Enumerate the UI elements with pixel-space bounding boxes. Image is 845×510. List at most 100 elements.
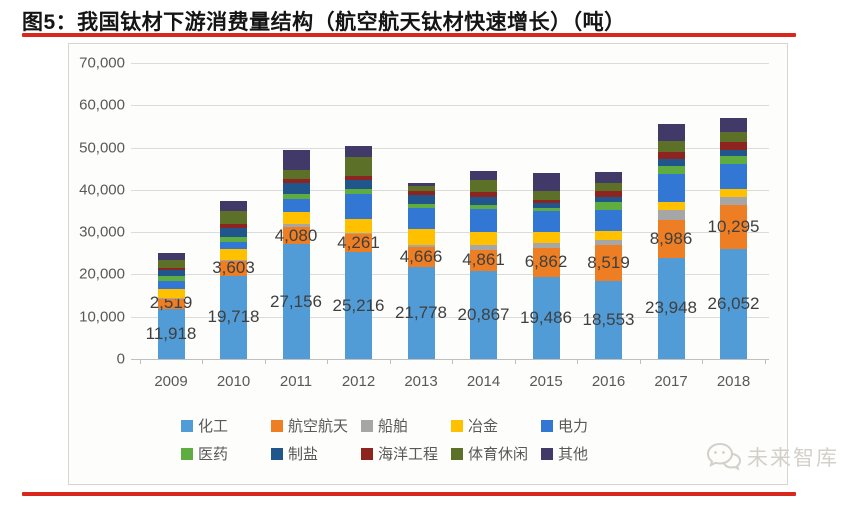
bar-segment-海洋工程: [157, 267, 185, 271]
bar-segment-船舶: [470, 245, 497, 251]
y-gridline: [131, 189, 769, 191]
bar-segment-体育休闲: [470, 179, 497, 193]
data-label-航空航天: 8,986: [649, 228, 693, 248]
chart-legend: 化工 航空航天 船舶 冶金 电力 医药 制盐 海洋工程 体育休闲 其他: [181, 415, 631, 464]
bar-segment-制盐: [220, 228, 247, 237]
legend-item-航空航天: 航空航天: [271, 415, 361, 436]
bar-segment-医药: [657, 166, 685, 175]
legend-item-制盐: 制盐: [271, 443, 361, 464]
bar-segment-航空航天: [157, 297, 185, 309]
x-axis-tick: [764, 360, 766, 364]
legend-swatch-icon: [361, 447, 373, 460]
bar-segment-其他: [345, 145, 372, 158]
y-gridline: [131, 316, 769, 318]
bar-segment-冶金: [220, 248, 247, 260]
bar-segment-船舶: [157, 297, 185, 299]
legend-swatch-icon: [271, 447, 283, 460]
legend-swatch-icon: [271, 419, 283, 432]
bar-segment-电力: [532, 211, 560, 233]
bar-segment-航空航天: [282, 226, 310, 245]
y-axis-tick-label: 30,000: [79, 223, 125, 241]
bar-segment-电力: [282, 199, 310, 213]
bar-segment-医药: [220, 236, 247, 242]
data-label-化工: 20,867: [457, 304, 510, 324]
bar-segment-电力: [345, 193, 372, 220]
bottom-rule: [22, 492, 796, 496]
x-axis-tick: [389, 360, 391, 364]
bar-segment-航空航天: [407, 247, 435, 267]
bar-segment-航空航天: [345, 234, 372, 253]
bar-segment-航空航天: [470, 250, 497, 271]
bar-segment-医药: [282, 193, 310, 200]
bar-segment-电力: [595, 210, 622, 231]
data-label-航空航天: 4,666: [399, 247, 443, 267]
data-label-航空航天: 10,295: [707, 217, 760, 237]
x-axis-category-label: 2010: [216, 373, 251, 390]
y-gridline: [131, 274, 769, 276]
bar-segment-冶金: [407, 228, 435, 246]
bar-segment-化工: [282, 244, 310, 359]
bar-segment-体育休闲: [595, 182, 622, 191]
x-axis-tick: [577, 360, 579, 364]
y-gridline: [131, 147, 769, 149]
legend-label: 制盐: [288, 446, 319, 463]
data-label-化工: 11,918: [145, 323, 197, 343]
bar-segment-化工: [470, 270, 497, 359]
bar-segment-船舶: [595, 240, 622, 245]
bar-segment-船舶: [720, 196, 747, 206]
bar-segment-海洋工程: [282, 178, 310, 183]
bar-segment-冶金: [282, 212, 310, 224]
bar-segment-船舶: [345, 232, 372, 235]
y-axis-tick-label: 50,000: [79, 139, 125, 157]
bar-segment-化工: [595, 280, 622, 359]
bar-segment-化工: [720, 248, 747, 359]
bar-segment-化工: [345, 252, 372, 359]
bar-segment-冶金: [470, 231, 497, 246]
legend-label: 航空航天: [288, 418, 349, 435]
x-axis-tick: [639, 360, 641, 364]
x-axis-tick: [202, 360, 204, 364]
y-axis-tick-label: 0: [116, 350, 125, 368]
x-axis-line: [131, 359, 769, 360]
bar-segment-其他: [157, 253, 185, 261]
bar-segment-冶金: [345, 219, 372, 233]
speech-bubbles-icon: [706, 442, 742, 471]
data-label-航空航天: 4,261: [337, 233, 380, 253]
figure-title: 图5：我国钛材下游消费量结构（航空航天钛材快速增长）（吨）: [22, 11, 626, 34]
legend-label: 其他: [558, 446, 589, 463]
legend-swatch-icon: [541, 419, 553, 432]
bar-segment-其他: [532, 173, 560, 192]
bar-segment-其他: [282, 149, 310, 171]
legend-item-体育休闲: 体育休闲: [451, 443, 541, 464]
bar-segment-其他: [595, 171, 622, 183]
watermark-text: 未来智库: [747, 447, 839, 470]
y-axis-tick-label: 60,000: [79, 96, 125, 114]
bar-segment-电力: [157, 281, 185, 290]
bar-segment-海洋工程: [220, 223, 247, 229]
legend-label: 船舶: [378, 418, 409, 435]
legend-item-化工: 化工: [181, 415, 271, 436]
bar-segment-体育休闲: [157, 260, 185, 268]
bar-segment-船舶: [532, 243, 560, 248]
bar-segment-电力: [407, 207, 435, 229]
bar-segment-制盐: [532, 203, 560, 208]
bar-segment-医药: [407, 204, 435, 208]
bar-segment-航空航天: [532, 247, 560, 277]
data-label-航空航天: 2,519: [149, 293, 193, 313]
bar-segment-航空航天: [220, 260, 247, 276]
x-axis-tick: [702, 360, 704, 364]
bar-segment-体育休闲: [407, 186, 435, 191]
bar-segment-冶金: [720, 188, 747, 197]
bar-segment-医药: [157, 276, 185, 282]
bar-segment-化工: [657, 257, 685, 359]
legend-item-冶金: 冶金: [451, 415, 541, 436]
bar-segment-海洋工程: [345, 175, 372, 180]
bar-segment-海洋工程: [532, 199, 560, 204]
y-axis-tick-label: 10,000: [79, 308, 125, 326]
x-axis-category-label: 2018: [716, 373, 751, 390]
legend-swatch-icon: [451, 419, 463, 432]
bar-segment-船舶: [282, 223, 310, 227]
bar-segment-制盐: [345, 179, 372, 189]
legend-label: 海洋工程: [378, 446, 439, 463]
bar-segment-体育休闲: [657, 140, 685, 152]
